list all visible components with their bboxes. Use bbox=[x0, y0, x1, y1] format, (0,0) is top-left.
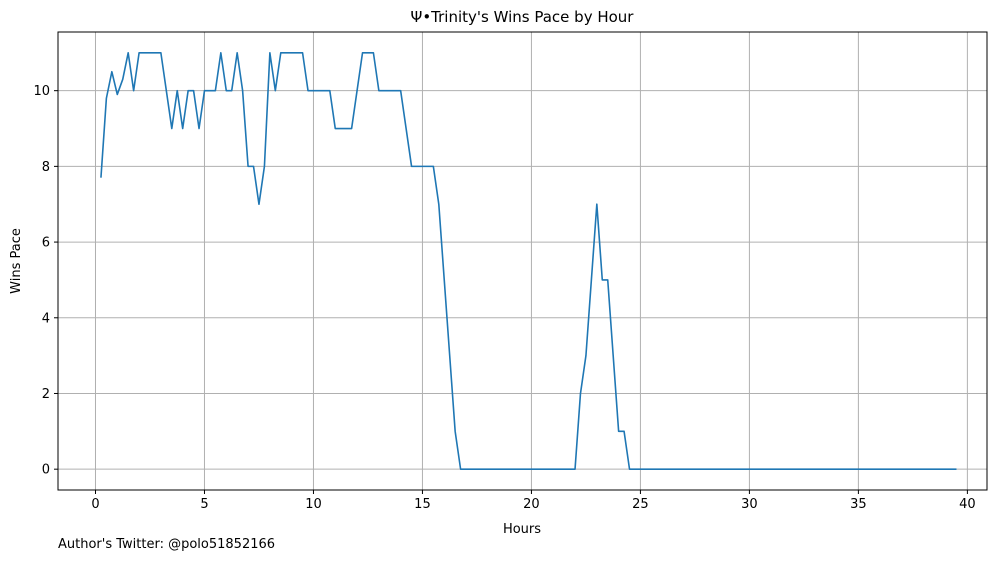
y-axis-label: Wins Pace bbox=[9, 228, 24, 294]
x-tick-label: 0 bbox=[91, 497, 99, 512]
x-tick-label: 10 bbox=[305, 497, 322, 512]
y-tick-label: 2 bbox=[42, 387, 50, 402]
x-tick-label: 35 bbox=[850, 497, 867, 512]
x-axis-ticks: 0 5 10 15 20 25 30 35 40 bbox=[91, 490, 976, 512]
y-tick-label: 0 bbox=[42, 463, 50, 478]
x-tick-label: 20 bbox=[523, 497, 540, 512]
y-tick-label: 8 bbox=[42, 160, 50, 175]
series-line bbox=[100, 52, 957, 470]
x-axis-label: Hours bbox=[503, 522, 541, 537]
chart-title: Ψ•Trinity's Wins Pace by Hour bbox=[411, 8, 635, 26]
y-axis-ticks: 0 2 4 6 8 10 bbox=[33, 84, 58, 478]
plot-frame bbox=[57, 31, 988, 491]
x-tick-label: 30 bbox=[741, 497, 758, 512]
y-tick-label: 10 bbox=[33, 84, 50, 99]
author-footnote: Author's Twitter: @polo51852166 bbox=[58, 537, 276, 552]
x-tick-label: 5 bbox=[200, 497, 208, 512]
x-tick-label: 15 bbox=[414, 497, 431, 512]
y-tick-label: 6 bbox=[42, 236, 50, 251]
x-tick-label: 25 bbox=[632, 497, 649, 512]
y-tick-label: 4 bbox=[42, 311, 50, 326]
data-series bbox=[100, 52, 957, 470]
x-tick-label: 40 bbox=[959, 497, 976, 512]
